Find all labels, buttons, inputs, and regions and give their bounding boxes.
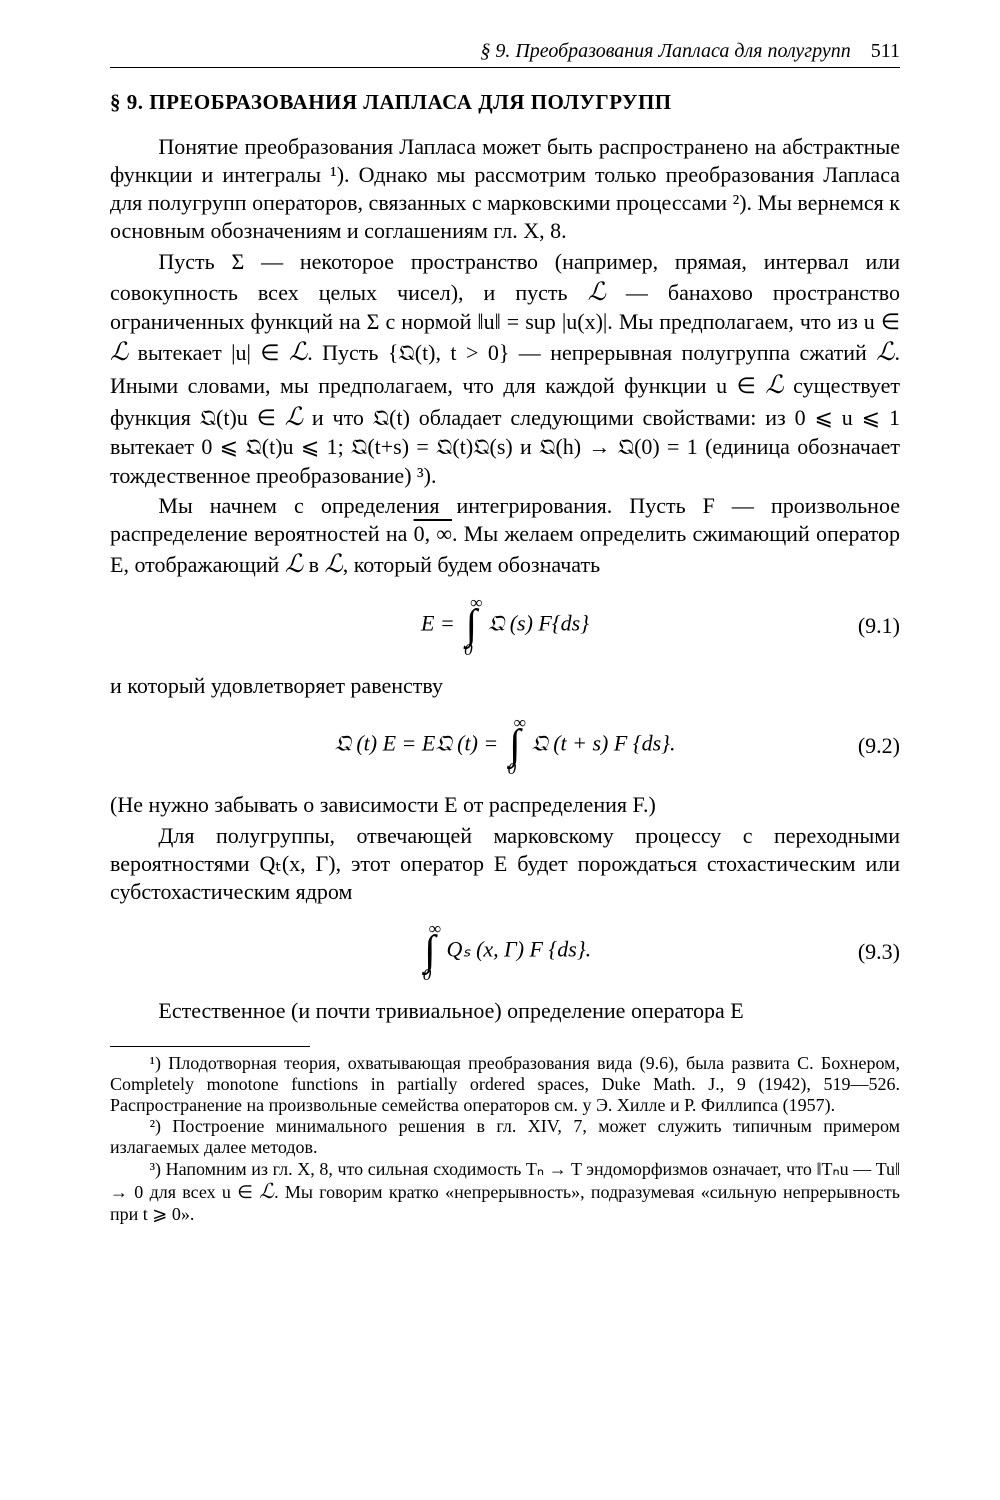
- page-number: 511: [871, 40, 900, 63]
- paragraph-5: (Не нужно забывать о зависимости E от ра…: [110, 791, 900, 819]
- integral-icon: ∫: [466, 611, 478, 640]
- page-header: § 9. Преобразования Лапласа для полугруп…: [110, 40, 900, 63]
- footnote-1: ¹) Плодотворная теория, охватывающая пре…: [110, 1053, 900, 1117]
- equation-number: (9.2): [858, 733, 900, 759]
- equation-9-2: 𝔔 (t) E = E𝔔 (t) = ∞ ∫ 0 𝔔 (t + s) F {ds…: [110, 714, 900, 777]
- paragraph-6: Для полугруппы, отвечающей марковскому п…: [110, 822, 900, 906]
- section-title: § 9. ПРЕОБРАЗОВАНИЯ ЛАПЛАСА ДЛЯ ПОЛУГРУП…: [110, 90, 900, 115]
- integral-icon: ∫: [424, 937, 436, 966]
- equation-number: (9.1): [858, 613, 900, 639]
- equation-9-1: E = ∞ ∫ 0 𝔔 (s) F{ds} (9.1): [110, 594, 900, 657]
- integral-icon: ∫: [509, 731, 521, 760]
- header-rule: [110, 67, 900, 68]
- footnote-rule: [110, 1046, 310, 1047]
- script-L-icon: ℒ: [588, 278, 606, 306]
- paragraph-2: Пусть Σ — некоторое пространство (наприм…: [110, 248, 900, 490]
- equation-9-3: ∞ ∫ 0 Qₛ (x, Γ) F {ds}. (9.3): [110, 920, 900, 983]
- paragraph-4: и который удовлетворяет равенству: [110, 672, 900, 700]
- equation-number: (9.3): [858, 939, 900, 965]
- footnote-2: ²) Построение минимального решения в гл.…: [110, 1116, 900, 1158]
- document-page: § 9. Преобразования Лапласа для полугруп…: [0, 0, 1000, 1500]
- running-title: § 9. Преобразования Лапласа для полугруп…: [480, 40, 850, 63]
- paragraph-7: Естественное (и почти тривиальное) опред…: [110, 997, 900, 1025]
- paragraph-3: Мы начнем с определения интегрирования. …: [110, 492, 900, 581]
- footnote-3: ³) Напомним из гл. X, 8, что сильная схо…: [110, 1159, 900, 1226]
- paragraph-1: Понятие преобразования Лапласа может быт…: [110, 133, 900, 246]
